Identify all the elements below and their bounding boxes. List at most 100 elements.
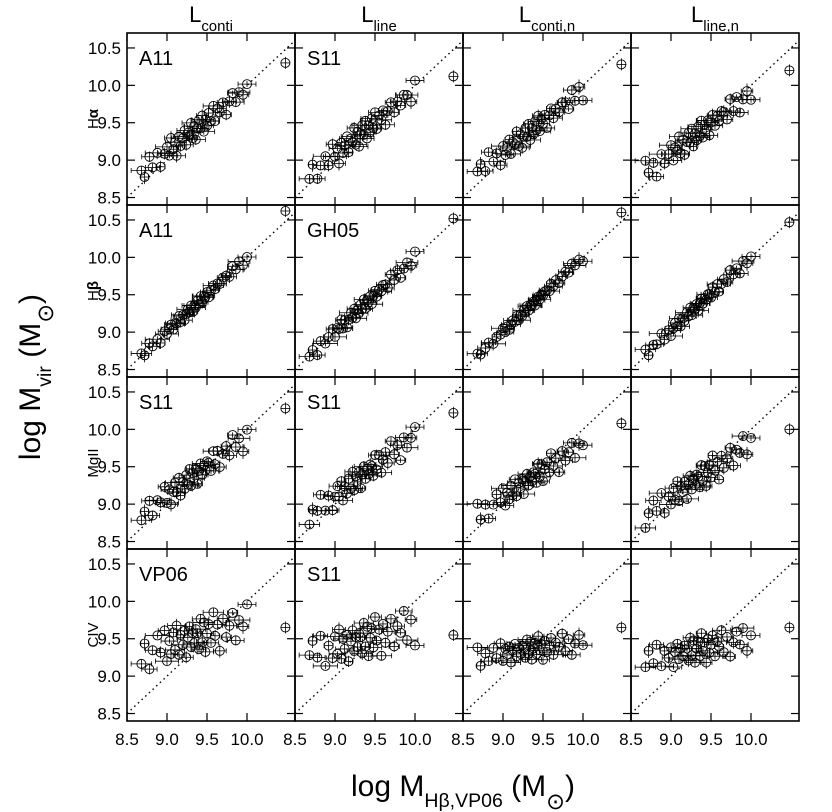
data-point	[202, 465, 220, 476]
data-point	[323, 159, 334, 172]
data-point	[389, 619, 405, 633]
data-point	[325, 504, 340, 516]
data-point	[196, 646, 215, 658]
panel-label: S11	[307, 48, 341, 70]
data-point	[210, 284, 220, 295]
row-title: Hβ	[85, 281, 102, 301]
outlier-point	[784, 621, 795, 634]
data-point	[741, 94, 761, 105]
data-point	[405, 640, 425, 651]
data-point	[687, 303, 709, 318]
data-point	[351, 646, 373, 661]
data-point	[298, 519, 321, 530]
y-tick-label: 9.0	[97, 667, 121, 686]
panel-points	[631, 39, 799, 199]
data-point	[178, 651, 194, 664]
panel-2-4	[630, 204, 800, 378]
data-point	[538, 123, 556, 133]
panel-points	[295, 383, 463, 543]
data-point	[227, 88, 239, 99]
data-point	[496, 500, 515, 511]
panel-4-3: 8.5 9.0 9.5 10.0	[451, 548, 632, 749]
data-point	[725, 459, 741, 472]
data-point	[514, 141, 530, 154]
data-point	[731, 447, 749, 458]
data-point	[741, 630, 761, 641]
row-title: Hα	[85, 108, 102, 129]
data-point	[563, 638, 587, 649]
data-point	[202, 607, 225, 618]
x-tick-label: 8.5	[619, 730, 643, 749]
data-point	[741, 251, 761, 262]
data-point	[312, 660, 338, 671]
outlier-point	[784, 64, 795, 77]
data-point	[155, 656, 179, 667]
data-point	[404, 94, 418, 110]
outlier-point	[616, 206, 627, 219]
outlier-point	[448, 629, 459, 641]
data-point	[349, 141, 369, 152]
panel-label: S11	[307, 564, 341, 586]
x-tick-label: 9.0	[323, 730, 347, 749]
data-point	[527, 300, 543, 311]
data-point	[221, 95, 237, 108]
data-point	[220, 270, 232, 282]
data-point	[725, 104, 741, 118]
outlier-point	[280, 56, 291, 69]
panel-4-2: S11 8.5 9.0 9.5 10.0	[283, 548, 464, 749]
figure-labels: Lconti Lline Lconti,n Lline,n Hα Hβ MgII CIV log…	[14, 2, 739, 812]
data-point	[404, 612, 418, 628]
data-point	[493, 159, 508, 171]
data-point	[517, 634, 537, 645]
panel-points	[127, 39, 295, 199]
y-tick-label: 9.0	[97, 495, 121, 514]
data-point	[563, 447, 575, 458]
outlier-point	[616, 58, 627, 71]
data-point	[404, 258, 418, 274]
data-point	[680, 650, 704, 661]
data-point	[155, 646, 166, 659]
data-point	[475, 347, 486, 362]
data-point	[237, 424, 257, 435]
y-tick-label: 10.5	[88, 211, 121, 230]
data-point	[359, 641, 371, 652]
panel-points	[295, 555, 463, 715]
data-point	[227, 97, 245, 108]
data-point	[370, 467, 393, 478]
panel-2-2: GH05	[294, 204, 464, 378]
data-point	[370, 650, 393, 661]
panel-points	[463, 555, 631, 715]
y-axis-title: log Mvir (M⊙)	[14, 294, 58, 460]
data-point	[210, 630, 220, 641]
data-point	[145, 510, 161, 521]
data-point	[714, 474, 724, 485]
x-tick-label: 9.5	[363, 730, 387, 749]
x-tick-label: 8.5	[451, 730, 475, 749]
data-point	[155, 336, 166, 349]
data-point	[475, 658, 486, 673]
panel-frame	[630, 376, 800, 550]
data-point	[192, 126, 216, 137]
data-point	[221, 449, 237, 462]
data-point	[563, 103, 575, 114]
data-point	[714, 115, 724, 126]
panel-label: S11	[139, 392, 173, 414]
x-tick-label: 10.0	[566, 730, 599, 749]
data-point	[720, 631, 734, 642]
data-point	[376, 119, 395, 130]
data-point	[731, 639, 749, 650]
data-point	[328, 648, 347, 659]
data-point	[395, 432, 413, 443]
outlier-point	[448, 70, 459, 83]
data-point	[643, 506, 654, 521]
data-point	[664, 662, 683, 672]
data-point	[512, 489, 536, 499]
data-point	[649, 339, 665, 350]
data-point	[720, 453, 734, 464]
data-point	[368, 612, 382, 623]
data-point	[714, 641, 724, 652]
data-point	[139, 348, 150, 363]
outlier-point	[784, 216, 795, 229]
data-point	[546, 633, 556, 643]
data-point	[405, 246, 425, 257]
